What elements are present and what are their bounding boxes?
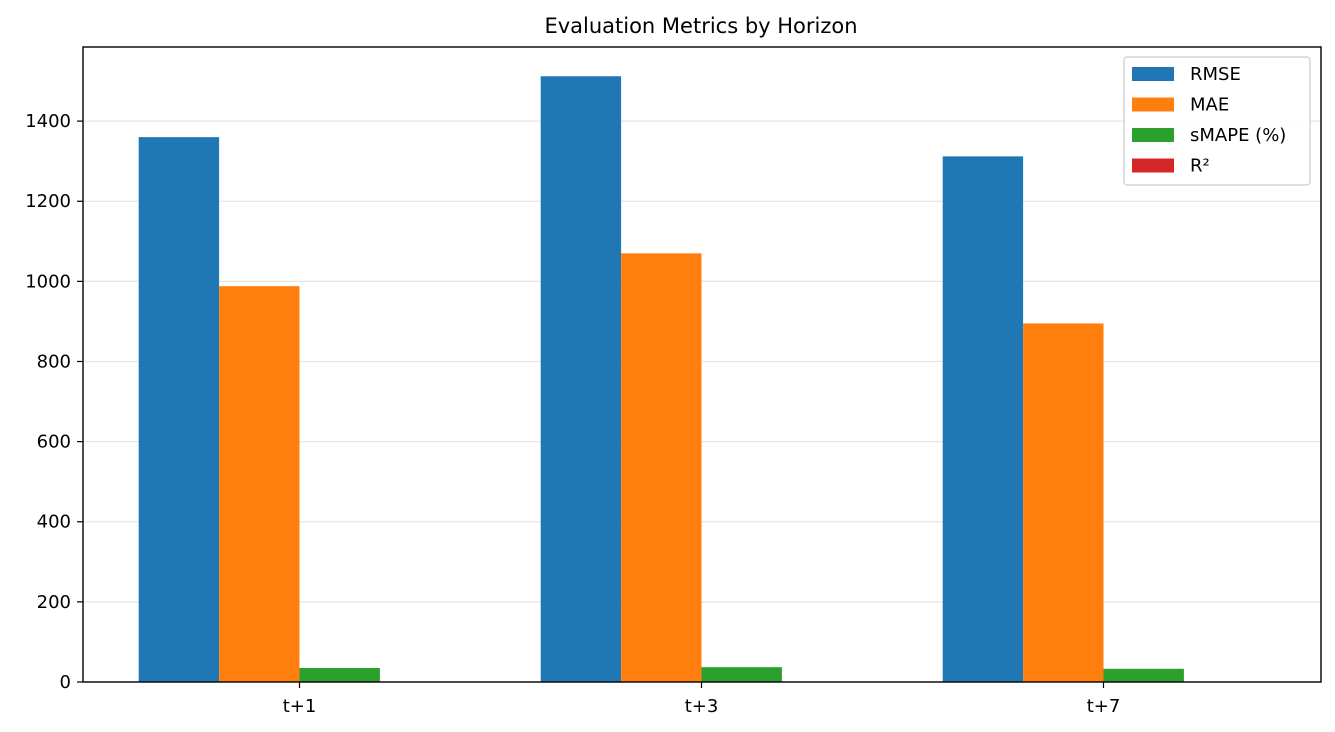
bar	[621, 253, 702, 682]
y-tick-label: 0	[60, 672, 71, 693]
legend-label: sMAPE (%)	[1190, 125, 1286, 146]
bar	[1023, 323, 1104, 682]
x-tick-label: t+3	[685, 696, 719, 717]
x-axis: t+1 t+3 t+7	[283, 682, 1121, 717]
legend-label: R²	[1190, 156, 1210, 177]
y-tick-label: 600	[37, 432, 71, 453]
legend: RMSE MAE sMAPE (%) R²	[1123, 56, 1311, 186]
bar	[219, 286, 300, 682]
legend-swatch	[1132, 128, 1174, 142]
bar	[1103, 668, 1184, 682]
y-tick-label: 1200	[25, 191, 71, 212]
legend-label: RMSE	[1190, 64, 1241, 85]
bar	[299, 667, 380, 682]
x-tick-label: t+7	[1087, 696, 1121, 717]
bar	[138, 137, 220, 682]
legend-swatch	[1132, 158, 1174, 173]
bar	[540, 76, 622, 683]
legend-label: MAE	[1190, 95, 1229, 116]
bar	[942, 156, 1024, 682]
bars	[138, 76, 1265, 683]
bar	[701, 667, 782, 682]
legend-swatch	[1132, 67, 1174, 81]
y-tick-label: 1400	[25, 111, 71, 132]
x-tick-label: t+1	[283, 696, 317, 717]
y-tick-label: 400	[37, 512, 71, 533]
y-tick-label: 200	[37, 592, 71, 613]
y-axis: 0 200 400 600 800 1000 1200 1400	[25, 111, 83, 693]
chart-title: Evaluation Metrics by Horizon	[544, 14, 857, 38]
y-tick-label: 800	[37, 351, 71, 372]
legend-swatch	[1132, 97, 1174, 112]
y-tick-label: 1000	[25, 271, 71, 292]
legend-box	[1123, 56, 1311, 186]
